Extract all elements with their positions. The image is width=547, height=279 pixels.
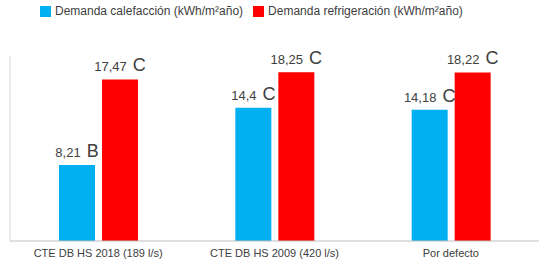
svg-text:14,18C: 14,18C (404, 86, 456, 106)
svg-text:CTE DB HS 2018 (189 l/s): CTE DB HS 2018 (189 l/s) (34, 247, 163, 259)
svg-text:18,25C: 18,25C (271, 48, 323, 68)
svg-text:14,4C: 14,4C (231, 84, 275, 104)
html-text:Demanda refrigeración (kWh/m²a: Demanda refrigeración (kWh/m²año) (268, 4, 463, 18)
svg-text:Por defecto: Por defecto (423, 247, 479, 259)
svg-text:CTE DB HS 2009 (420 l/s): CTE DB HS 2009 (420 l/s) (210, 247, 339, 259)
svg-text:17,47C: 17,47C (94, 55, 146, 75)
html-text:Demanda calefacción (kWh/m²año: Demanda calefacción (kWh/m²año) (55, 4, 244, 18)
svg-text:18,22C: 18,22C (447, 48, 499, 68)
svg-text:8,21B: 8,21B (55, 141, 98, 161)
